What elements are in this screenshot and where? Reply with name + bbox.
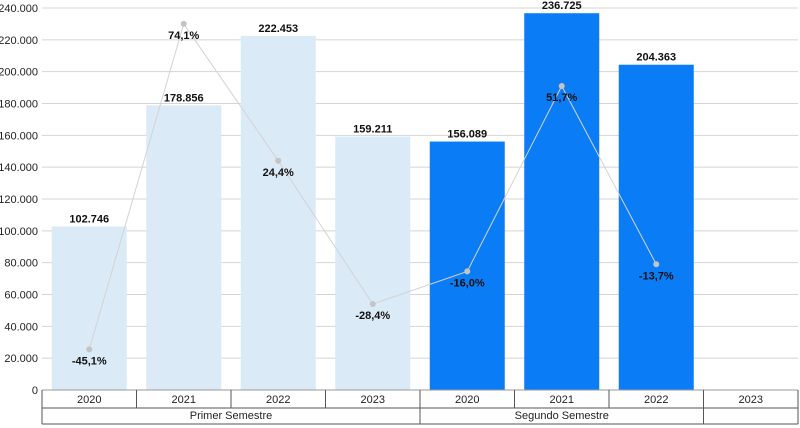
line-point — [558, 82, 565, 89]
x-tick-label: 2021 — [172, 394, 196, 406]
line-point-label: 74,1% — [168, 30, 199, 42]
y-tick-label: 220.000 — [0, 35, 38, 47]
bar — [429, 141, 505, 390]
y-tick-label: 180.000 — [0, 99, 38, 111]
line-point-label: 51,7% — [546, 92, 577, 104]
bar — [618, 64, 694, 390]
y-tick-label: 80.000 — [4, 258, 38, 270]
bar-value-label: 204.363 — [636, 52, 676, 64]
x-tick-label: 2022 — [644, 394, 668, 406]
line-point — [653, 261, 660, 268]
y-tick-label: 140.000 — [0, 162, 38, 174]
x-tick-label: 2020 — [77, 394, 101, 406]
x-tick-label: 2021 — [550, 394, 574, 406]
y-tick-label: 0 — [32, 385, 38, 397]
y-tick-label: 120.000 — [0, 194, 38, 206]
bar — [335, 136, 411, 390]
x-tick-label: 2023 — [361, 394, 385, 406]
bar — [524, 13, 600, 391]
line-point-label: -16,0% — [450, 277, 485, 289]
line-point-label: 24,4% — [263, 167, 294, 179]
bar-value-label: 236.725 — [542, 0, 582, 12]
line-point — [369, 301, 376, 308]
bar — [51, 226, 127, 390]
group-label: Primer Semestre — [190, 410, 273, 422]
bar — [240, 35, 316, 390]
y-tick-label: 20.000 — [4, 353, 38, 365]
line-point — [180, 20, 187, 27]
x-tick-label: 2022 — [266, 394, 290, 406]
group-label: Segundo Semestre — [515, 410, 609, 422]
line-point-label: -45,1% — [72, 355, 107, 367]
y-tick-label: 200.000 — [0, 67, 38, 79]
line-point-label: -28,4% — [355, 310, 390, 322]
bar-value-label: 159.211 — [353, 124, 392, 136]
line-point-label: -13,7% — [639, 270, 674, 282]
bar — [146, 105, 222, 391]
y-tick-label: 100.000 — [0, 226, 38, 238]
x-tick-label: 2023 — [739, 394, 763, 406]
line-point — [275, 157, 282, 164]
bar-value-label: 102.746 — [69, 213, 109, 225]
bar-value-label: 178.856 — [164, 92, 204, 104]
line-point — [86, 346, 93, 353]
line-point — [464, 268, 471, 275]
y-tick-label: 40.000 — [4, 321, 38, 333]
y-tick-label: 240.000 — [0, 3, 38, 15]
x-tick-label: 2020 — [455, 394, 479, 406]
y-tick-label: 160.000 — [0, 130, 38, 142]
bar-value-label: 222.453 — [258, 23, 298, 35]
y-tick-label: 60.000 — [4, 290, 38, 302]
bar-value-label: 156.089 — [447, 129, 487, 141]
